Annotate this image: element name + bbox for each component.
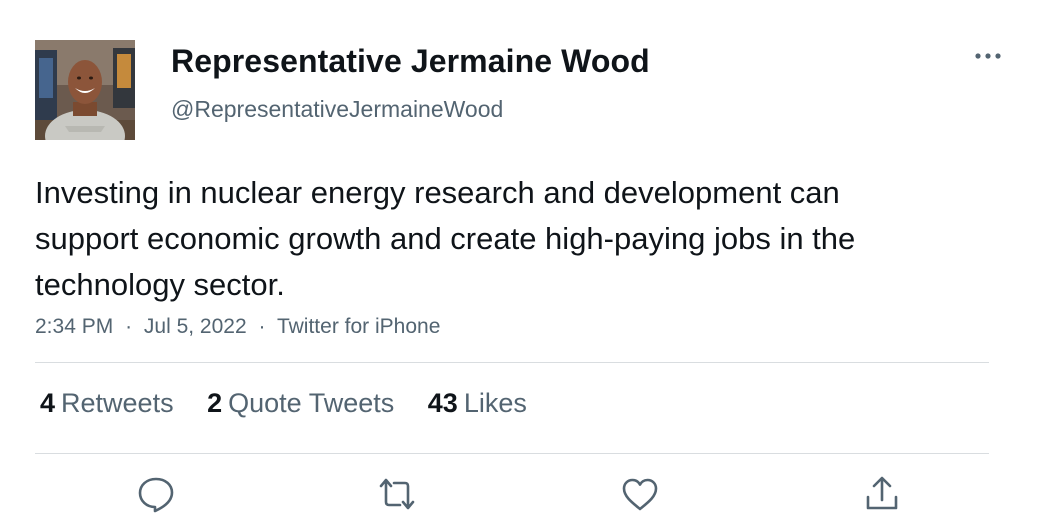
tweet-time[interactable]: 2:34 PM (35, 315, 114, 338)
retweets-stat[interactable]: 4 Retweets (40, 388, 174, 419)
likes-count: 43 (427, 388, 458, 418)
share-button[interactable] (860, 472, 904, 516)
heart-icon (622, 478, 658, 511)
quote-tweets-count: 2 (207, 388, 223, 418)
retweet-button[interactable] (375, 472, 419, 516)
more-icon (975, 53, 1001, 59)
reply-button[interactable] (134, 472, 178, 516)
like-button[interactable] (618, 472, 662, 516)
retweets-label: Retweets (61, 388, 174, 418)
tweet-stats: 4 Retweets 2 Quote Tweets 43 Likes (40, 388, 553, 419)
tweet-date[interactable]: Jul 5, 2022 (143, 315, 247, 338)
reply-icon (138, 477, 174, 513)
retweet-icon (379, 478, 415, 510)
likes-label: Likes (463, 388, 527, 418)
divider (35, 453, 989, 454)
share-icon (866, 476, 898, 510)
meta-separator: · (125, 315, 133, 338)
author-handle[interactable]: @RepresentativeJermaineWood (171, 96, 504, 122)
tweet-meta: 2:34 PM · Jul 5, 2022 · Twitter for iPho… (35, 315, 440, 339)
tweet-text: Investing in nuclear energy research and… (35, 175, 856, 302)
author-display-name[interactable]: Representative Jermaine Wood (171, 43, 650, 79)
retweets-count: 4 (40, 388, 56, 418)
avatar-photo (35, 40, 135, 140)
meta-separator: · (258, 315, 266, 338)
likes-stat[interactable]: 43 Likes (428, 388, 527, 419)
quote-tweets-label: Quote Tweets (228, 388, 395, 418)
divider (35, 362, 989, 363)
quote-tweets-stat[interactable]: 2 Quote Tweets (207, 388, 394, 419)
tweet-source[interactable]: Twitter for iPhone (276, 315, 441, 338)
avatar[interactable] (35, 40, 135, 140)
more-options-button[interactable] (968, 42, 1008, 70)
